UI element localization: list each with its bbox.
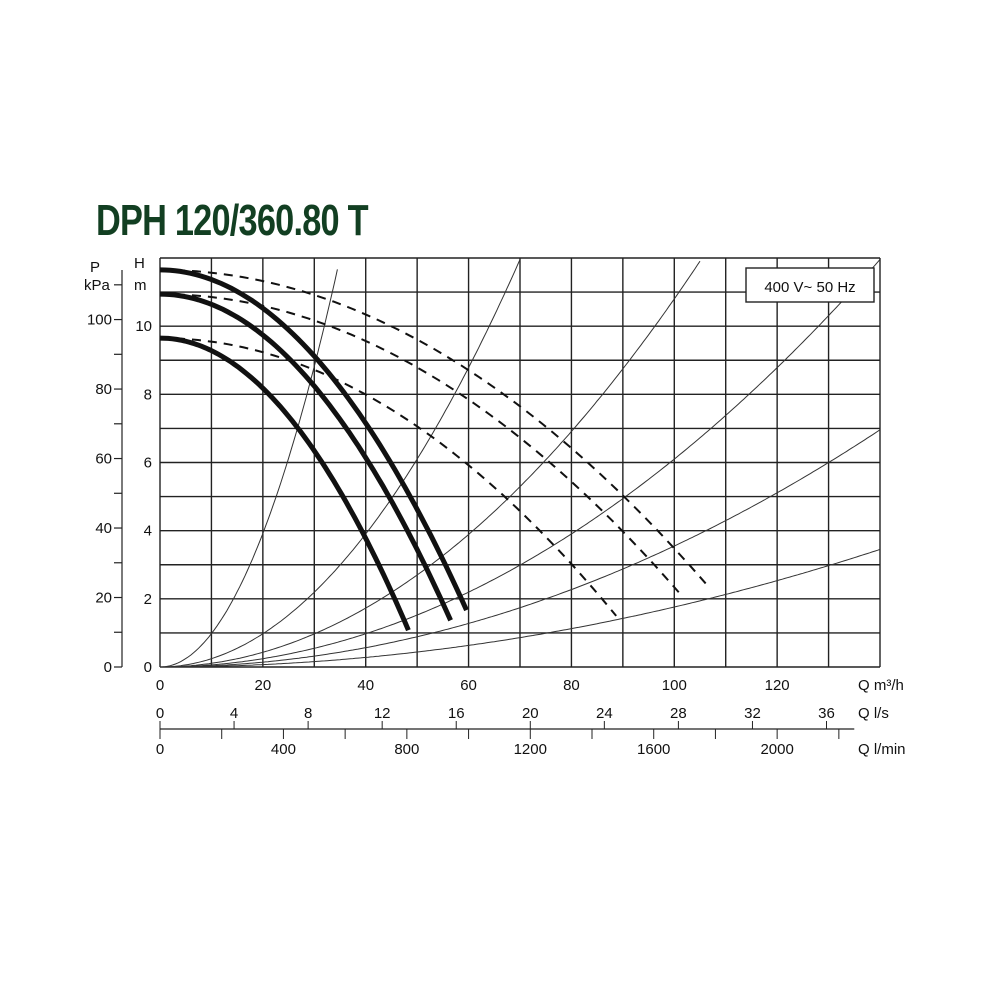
x-tick-label: 120: [765, 677, 790, 694]
p-axis-label: P: [90, 259, 100, 276]
pump-curve-solid: [159, 291, 453, 622]
p-tick-label: 40: [95, 520, 112, 537]
system-curve: [159, 269, 338, 668]
pump-curve-dashed: [159, 293, 683, 597]
pump-curve-dashed: [159, 337, 617, 617]
ls-tick-label: 24: [596, 705, 613, 722]
ls-tick-label: 16: [448, 705, 465, 722]
h-axis-unit: m: [134, 277, 147, 294]
ls-tick-label: 32: [744, 705, 761, 722]
h-tick-label: 10: [135, 318, 152, 335]
h-tick-label: 6: [144, 455, 152, 472]
x-tick-label: 100: [662, 677, 687, 694]
p-tick-label: 20: [95, 590, 112, 607]
lmin-tick-label: 800: [394, 741, 419, 758]
system-curve: [160, 548, 881, 668]
system-curve: [160, 429, 881, 668]
x-tick-label: 60: [460, 677, 477, 694]
x-tick-label: 0: [156, 677, 164, 694]
ls-tick-label: 0: [156, 705, 164, 722]
ls-tick-label: 12: [374, 705, 391, 722]
ls-tick-label: 28: [670, 705, 687, 722]
ls-axis-label: Q l/s: [858, 705, 889, 722]
p-axis-unit: kPa: [84, 277, 111, 294]
h-tick-label: 8: [144, 386, 152, 403]
x-tick-label: 20: [255, 677, 272, 694]
x-tick-label: 40: [357, 677, 374, 694]
system-curve: [160, 259, 521, 668]
ls-tick-label: 36: [818, 705, 835, 722]
lmin-tick-label: 2000: [760, 741, 793, 758]
h-axis-label: H: [134, 255, 145, 272]
pump-curve-dashed: [159, 268, 708, 586]
lmin-tick-label: 0: [156, 741, 164, 758]
p-tick-label: 60: [95, 451, 112, 468]
chart-title: DPH 120/360.80 T: [96, 196, 369, 245]
pump-curve-solid: [159, 335, 411, 632]
lmin-tick-label: 1200: [514, 741, 547, 758]
ls-tick-label: 4: [230, 705, 238, 722]
system-curve: [160, 259, 881, 668]
h-tick-label: 4: [144, 523, 152, 540]
ls-tick-label: 8: [304, 705, 312, 722]
h-tick-label: 2: [144, 591, 152, 608]
p-tick-label: 80: [95, 381, 112, 398]
annotation-label: 400 V~ 50 Hz: [764, 279, 855, 296]
annotation-box: [745, 267, 875, 303]
p-tick-label: 0: [104, 659, 112, 676]
ls-tick-label: 20: [522, 705, 539, 722]
h-tick-label: 0: [144, 659, 152, 676]
lmin-tick-label: 400: [271, 741, 296, 758]
x-tick-label: 80: [563, 677, 580, 694]
pump-curve-solid: [159, 267, 469, 612]
lmin-tick-label: 1600: [637, 741, 670, 758]
system-curve: [160, 260, 701, 668]
x-axis-label: Q m³/h: [858, 677, 904, 694]
p-tick-label: 100: [87, 312, 112, 329]
lmin-axis-label: Q l/min: [858, 741, 906, 758]
